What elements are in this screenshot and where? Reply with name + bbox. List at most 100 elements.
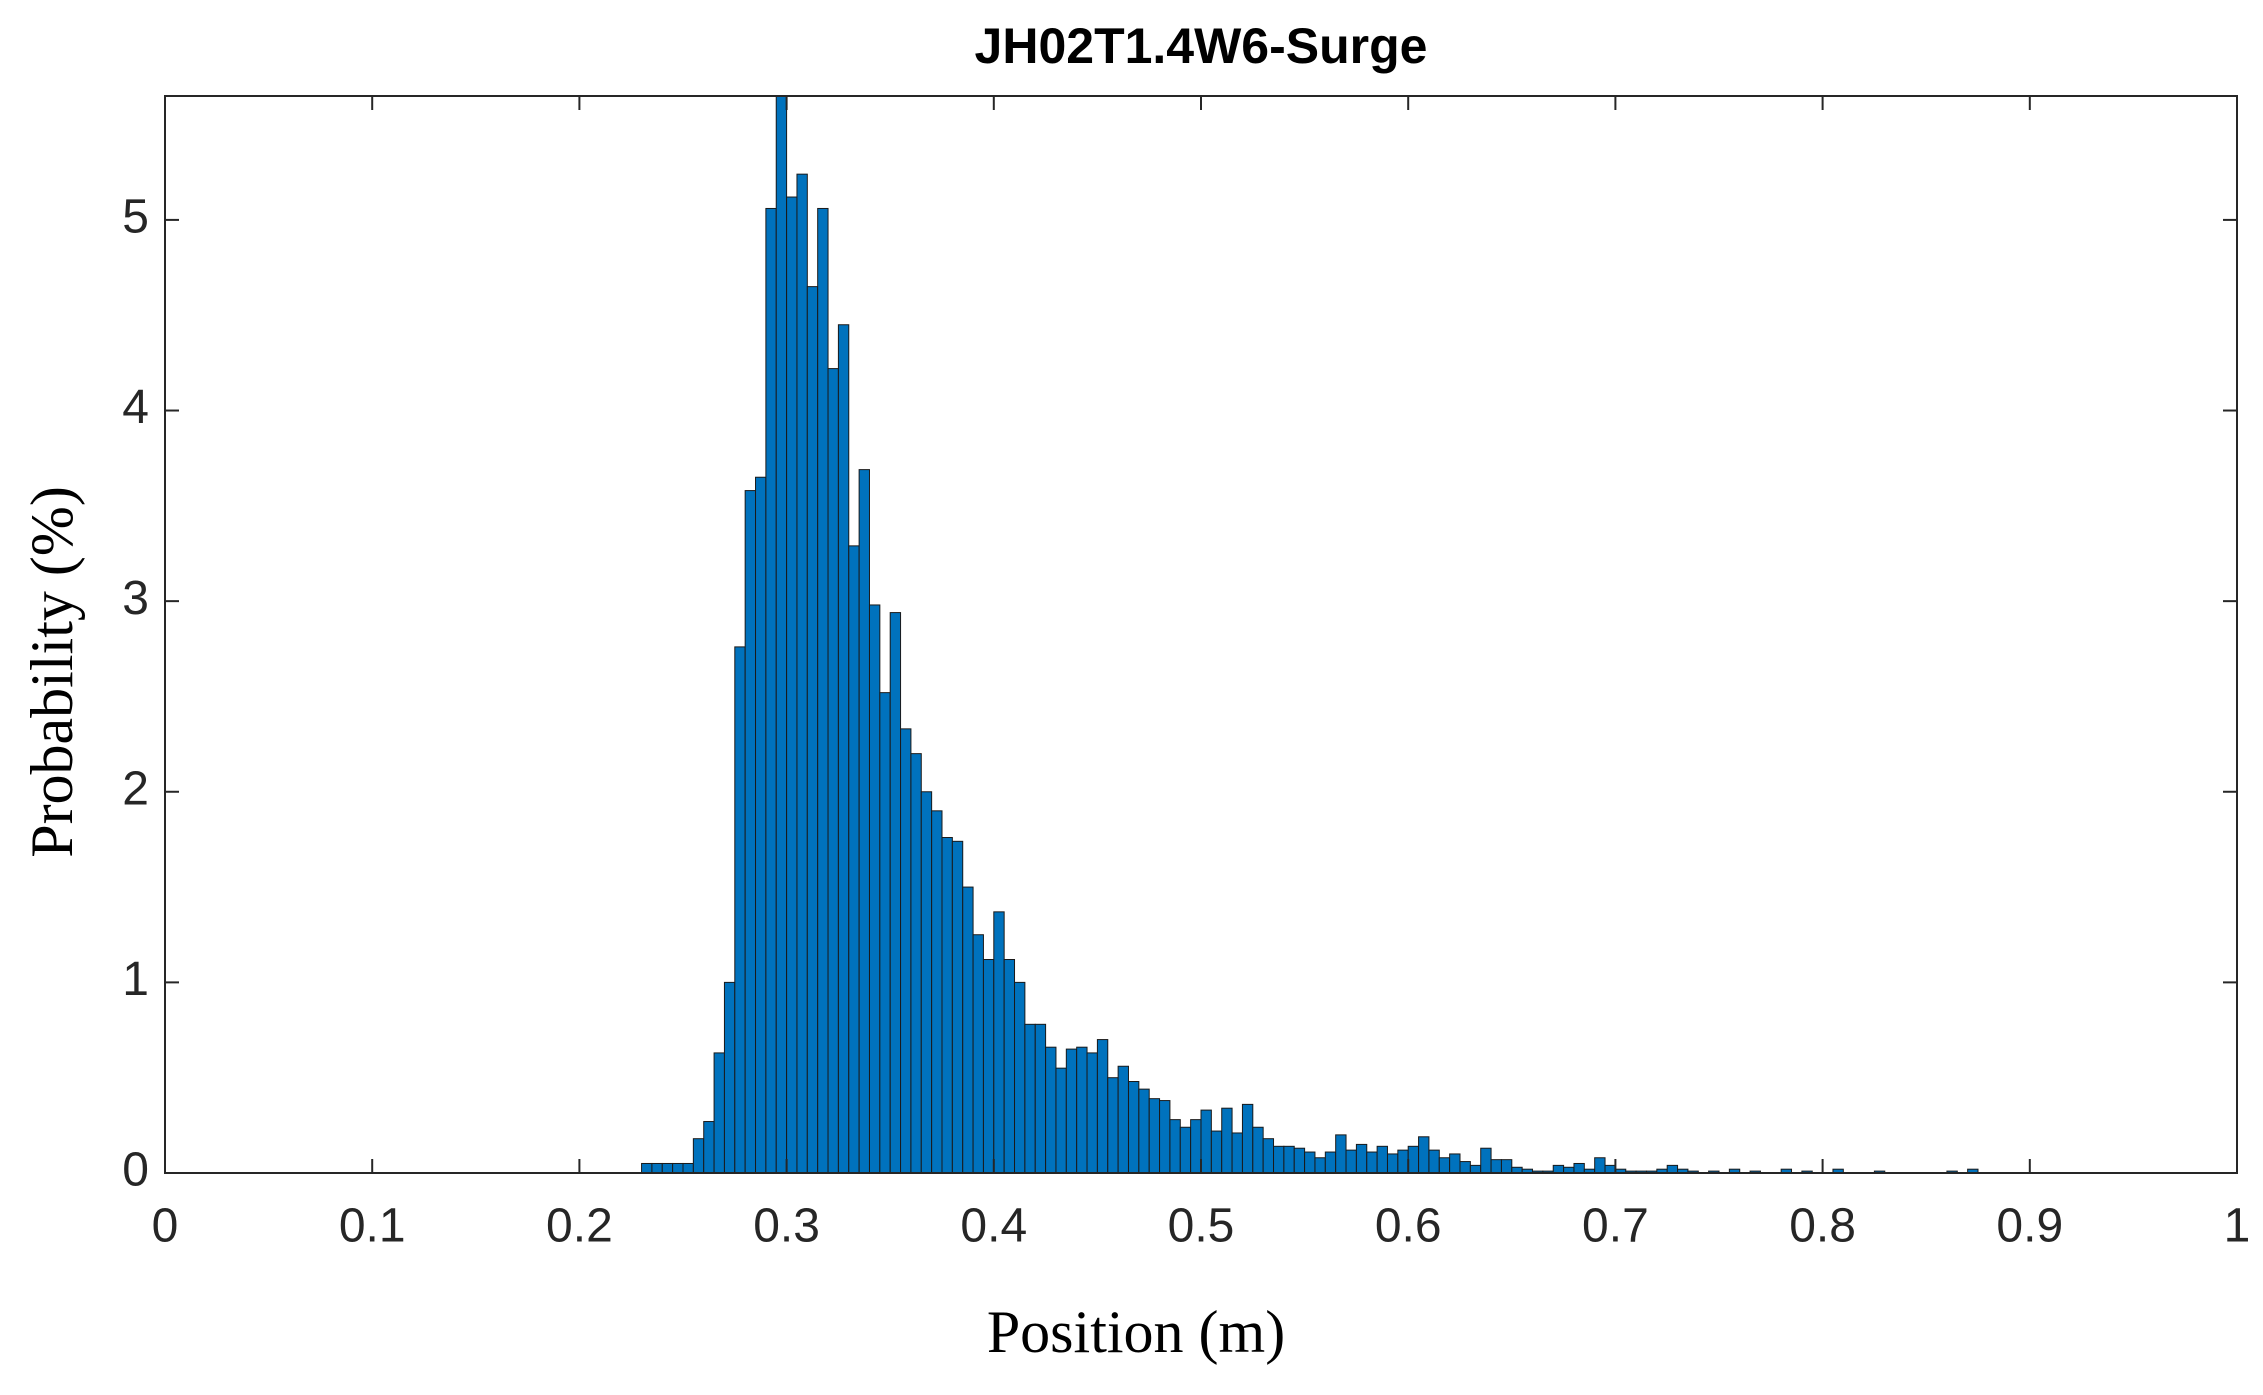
bar bbox=[1262, 1138, 1275, 1174]
bar bbox=[1086, 1052, 1098, 1174]
bar bbox=[806, 286, 819, 1174]
bar bbox=[1159, 1100, 1171, 1174]
bar bbox=[1604, 1164, 1616, 1174]
bar bbox=[1076, 1046, 1088, 1174]
bar bbox=[692, 1138, 705, 1174]
y-axis-label: Probability (%) bbox=[19, 486, 85, 858]
bar bbox=[1003, 959, 1016, 1174]
y-tick-label: 5 bbox=[122, 191, 149, 244]
bar bbox=[703, 1121, 715, 1174]
bar bbox=[1221, 1107, 1233, 1174]
bar bbox=[1200, 1109, 1212, 1174]
bar bbox=[889, 612, 902, 1174]
bar bbox=[1065, 1048, 1078, 1174]
bar bbox=[1127, 1081, 1140, 1174]
bar bbox=[1397, 1149, 1409, 1174]
bar bbox=[1314, 1157, 1326, 1174]
bar bbox=[827, 368, 839, 1174]
bar bbox=[1014, 981, 1026, 1174]
x-tick-label: 0.3 bbox=[753, 1200, 820, 1253]
bar bbox=[786, 196, 798, 1174]
bar bbox=[1045, 1046, 1057, 1174]
bar bbox=[837, 324, 850, 1174]
bar bbox=[848, 545, 860, 1174]
y-tick-label: 2 bbox=[122, 762, 149, 815]
bar bbox=[1366, 1151, 1378, 1174]
bar bbox=[744, 490, 757, 1174]
y-tick-label: 4 bbox=[122, 381, 149, 434]
bar bbox=[1190, 1119, 1202, 1174]
bar bbox=[1034, 1023, 1047, 1174]
bar bbox=[1386, 1153, 1399, 1174]
bar bbox=[1500, 1159, 1513, 1174]
bar bbox=[993, 911, 1005, 1174]
bar bbox=[1335, 1134, 1347, 1174]
y-tick-label: 0 bbox=[122, 1144, 149, 1197]
bar bbox=[1096, 1039, 1109, 1174]
x-tick-label: 0.6 bbox=[1375, 1200, 1442, 1253]
bar bbox=[1138, 1088, 1150, 1174]
chart-title: JH02T1.4W6-Surge bbox=[975, 18, 1428, 74]
x-tick-label: 0.5 bbox=[1168, 1200, 1235, 1253]
bar bbox=[1469, 1164, 1482, 1174]
x-tick-label: 0.4 bbox=[960, 1200, 1027, 1253]
bar bbox=[1324, 1151, 1337, 1174]
bar bbox=[931, 810, 943, 1174]
bar bbox=[900, 728, 912, 1174]
bar bbox=[1117, 1065, 1129, 1174]
bar bbox=[1594, 1157, 1606, 1174]
bar bbox=[672, 1162, 684, 1174]
bar bbox=[1428, 1149, 1440, 1174]
bar bbox=[641, 1162, 653, 1174]
bar bbox=[962, 886, 974, 1174]
bar bbox=[1283, 1145, 1295, 1174]
bar bbox=[1169, 1119, 1181, 1174]
bar bbox=[1376, 1145, 1388, 1174]
bar bbox=[1293, 1147, 1306, 1174]
bar bbox=[651, 1162, 663, 1174]
bar bbox=[910, 753, 922, 1174]
bar bbox=[1573, 1162, 1585, 1174]
bar bbox=[1666, 1164, 1679, 1174]
bar bbox=[1490, 1159, 1502, 1174]
x-tick-label: 1 bbox=[2224, 1200, 2251, 1253]
bar bbox=[1459, 1161, 1471, 1174]
bar bbox=[1024, 1023, 1036, 1174]
bar bbox=[1355, 1143, 1368, 1174]
bar bbox=[755, 476, 767, 1174]
bar bbox=[879, 692, 891, 1174]
bar bbox=[858, 469, 870, 1174]
bar bbox=[1210, 1130, 1223, 1174]
bar bbox=[1345, 1149, 1357, 1174]
bar bbox=[1179, 1126, 1192, 1174]
bar bbox=[1418, 1136, 1430, 1174]
bar bbox=[723, 981, 736, 1174]
bar bbox=[1304, 1151, 1316, 1174]
y-tick-label: 3 bbox=[122, 572, 149, 625]
bar bbox=[796, 173, 808, 1174]
bar bbox=[817, 207, 829, 1174]
bar bbox=[734, 646, 746, 1174]
bar bbox=[1480, 1147, 1492, 1174]
bar bbox=[1552, 1164, 1565, 1174]
bar bbox=[1107, 1077, 1119, 1174]
bar bbox=[1148, 1098, 1161, 1174]
bar bbox=[1055, 1067, 1067, 1174]
bar bbox=[1438, 1157, 1451, 1174]
x-tick-label: 0.9 bbox=[1996, 1200, 2063, 1253]
bar bbox=[1252, 1126, 1264, 1174]
bar bbox=[1273, 1145, 1285, 1174]
x-tick-label: 0.8 bbox=[1789, 1200, 1856, 1253]
bar bbox=[1407, 1145, 1420, 1174]
bar bbox=[972, 934, 984, 1174]
bar bbox=[1241, 1103, 1254, 1174]
bar bbox=[941, 837, 953, 1174]
bar bbox=[951, 840, 964, 1174]
bar bbox=[920, 791, 933, 1174]
y-tick-label: 1 bbox=[122, 953, 149, 1006]
bar bbox=[682, 1162, 694, 1174]
bar bbox=[982, 959, 995, 1174]
